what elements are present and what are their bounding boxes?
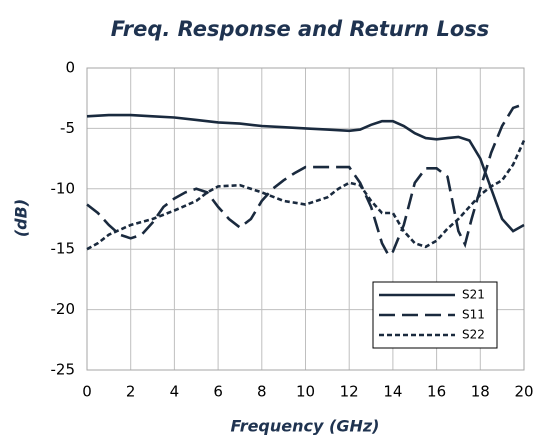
x-tick-label: 6	[213, 383, 223, 401]
chart-title: Freq. Response and Return Loss	[111, 17, 490, 41]
y-tick-label: -5	[60, 119, 75, 137]
x-tick-label: 12	[340, 383, 359, 401]
x-tick-label: 4	[170, 383, 180, 401]
x-tick-label: 20	[514, 383, 533, 401]
legend-label: S22	[462, 328, 485, 342]
x-tick-label: 18	[471, 383, 490, 401]
x-tick-label: 14	[383, 383, 402, 401]
x-tick-label: 0	[82, 383, 92, 401]
legend-label: S21	[462, 288, 485, 302]
series-line	[86, 113, 525, 233]
x-axis-label: Frequency (GHz)	[231, 417, 380, 436]
plot-area	[86, 67, 525, 371]
y-tick-label: 0	[65, 59, 75, 77]
legend: S21 S11 S22	[372, 281, 498, 349]
y-axis-label: (dB)	[12, 199, 31, 237]
series-line	[86, 102, 525, 258]
series-line	[86, 139, 526, 251]
y-tick-label: -15	[51, 240, 76, 258]
y-tick-label: -20	[51, 300, 76, 318]
y-tick-label: -10	[51, 179, 76, 197]
legend-label: S11	[462, 308, 485, 322]
x-tick-label: 2	[126, 383, 136, 401]
x-tick-label: 8	[257, 383, 267, 401]
y-tick-label: -25	[51, 361, 76, 379]
x-tick-label: 16	[427, 383, 446, 401]
x-tick-label: 10	[296, 383, 315, 401]
